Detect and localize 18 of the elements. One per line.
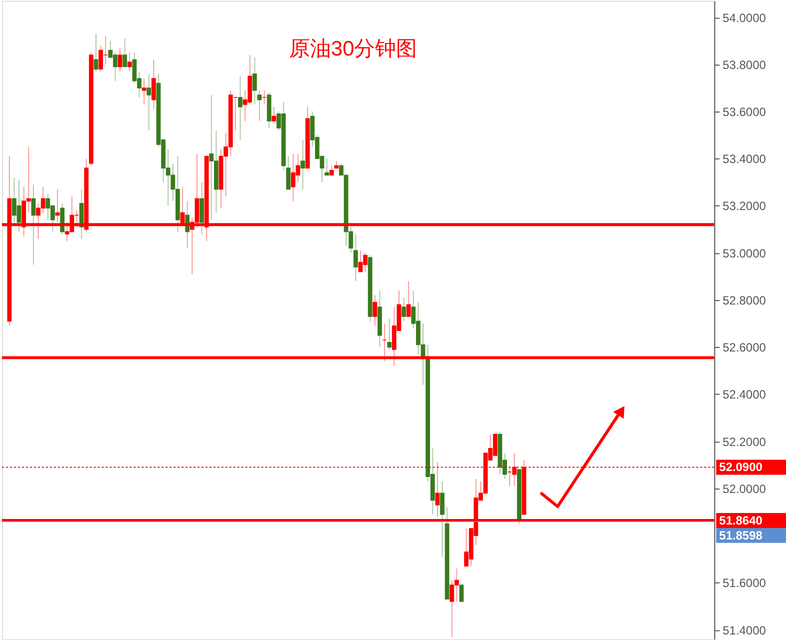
text: 原油30分钟图 [288,38,418,61]
y-tick-label: 51.6000 [722,576,766,590]
y-tick-label: 52.4000 [722,388,766,402]
ref-line-label: 52.0900 [719,460,763,474]
y-tick-label: 53.0000 [722,246,766,260]
y-tick-label: 53.4000 [722,152,766,166]
y-tick-label: 54.0000 [722,10,766,25]
candlestick [459,584,464,602]
ref-line-label: 51.8640 [719,513,763,528]
y-tick-label: 52.0000 [722,482,766,496]
y-tick-label: 52.6000 [722,340,766,355]
y-tick-label: 52.8000 [722,293,766,308]
y-tick-label: 51.4000 [722,623,766,638]
y-tick-label: 53.8000 [722,58,766,72]
ref-line-label: 51.8598 [719,528,763,542]
y-tick-label: 53.2000 [722,199,766,214]
y-tick-label: 52.2000 [722,434,766,449]
y-tick-label: 53.6000 [722,105,766,120]
